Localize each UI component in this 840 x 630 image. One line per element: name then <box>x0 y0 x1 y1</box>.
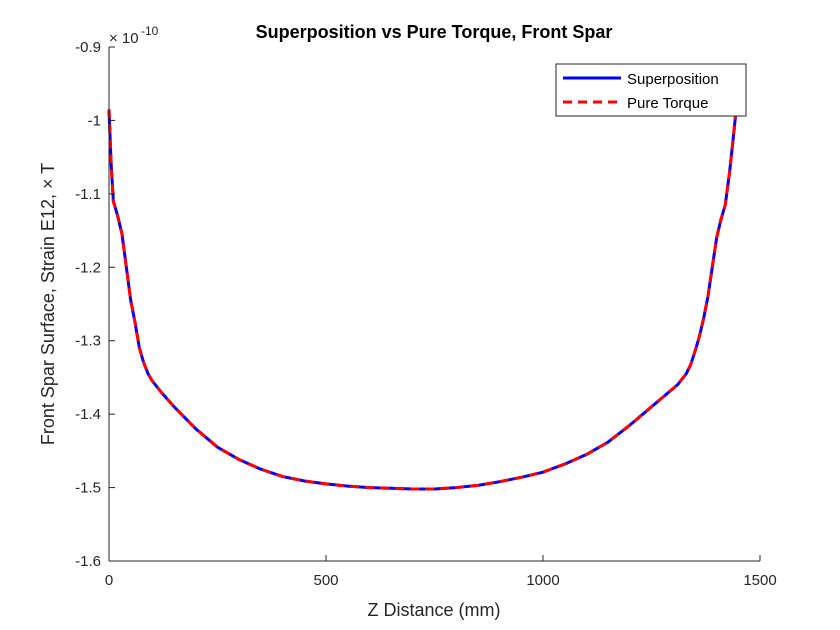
legend-label-superposition: Superposition <box>627 71 719 88</box>
y-tick-label: -1.4 <box>75 406 101 423</box>
x-tick-label: 1000 <box>526 572 559 589</box>
y-tick-label: -0.9 <box>75 39 101 56</box>
chart-title: Superposition vs Pure Torque, Front Spar <box>256 22 613 42</box>
x-axis-label: Z Distance (mm) <box>367 600 500 620</box>
legend-label-pure-torque: Pure Torque <box>627 95 708 112</box>
y-exponent-power: -10 <box>141 24 159 38</box>
legend-box <box>555 63 747 117</box>
series-layer <box>107 109 738 491</box>
y-tick-label: -1.5 <box>75 480 101 497</box>
y-axis-label: Front Spar Surface, Strain E12, × T <box>38 163 58 445</box>
x-tick-label: 1500 <box>743 572 776 589</box>
y-tick-label: -1 <box>88 112 101 129</box>
y-tick-label: -1.1 <box>75 186 101 203</box>
axes-layer: 0 500 1000 1500 -1.6 -1.5 -1.4 -1.3 -1.2 -1.1 -1 -0… <box>75 39 777 589</box>
y-exponent: × 10 -10 <box>109 24 159 47</box>
legend: Superposition Pure Torque <box>555 63 747 117</box>
y-exponent-base: × 10 <box>109 30 139 47</box>
y-tick-label: -1.6 <box>75 553 101 570</box>
x-tick-label: 500 <box>313 572 338 589</box>
plot-area <box>109 47 760 561</box>
y-tick-label: -1.2 <box>75 259 101 276</box>
y-tick-label: -1.3 <box>75 333 101 350</box>
x-tick-label: 0 <box>105 572 113 589</box>
series-line-pure-torque <box>107 109 738 491</box>
